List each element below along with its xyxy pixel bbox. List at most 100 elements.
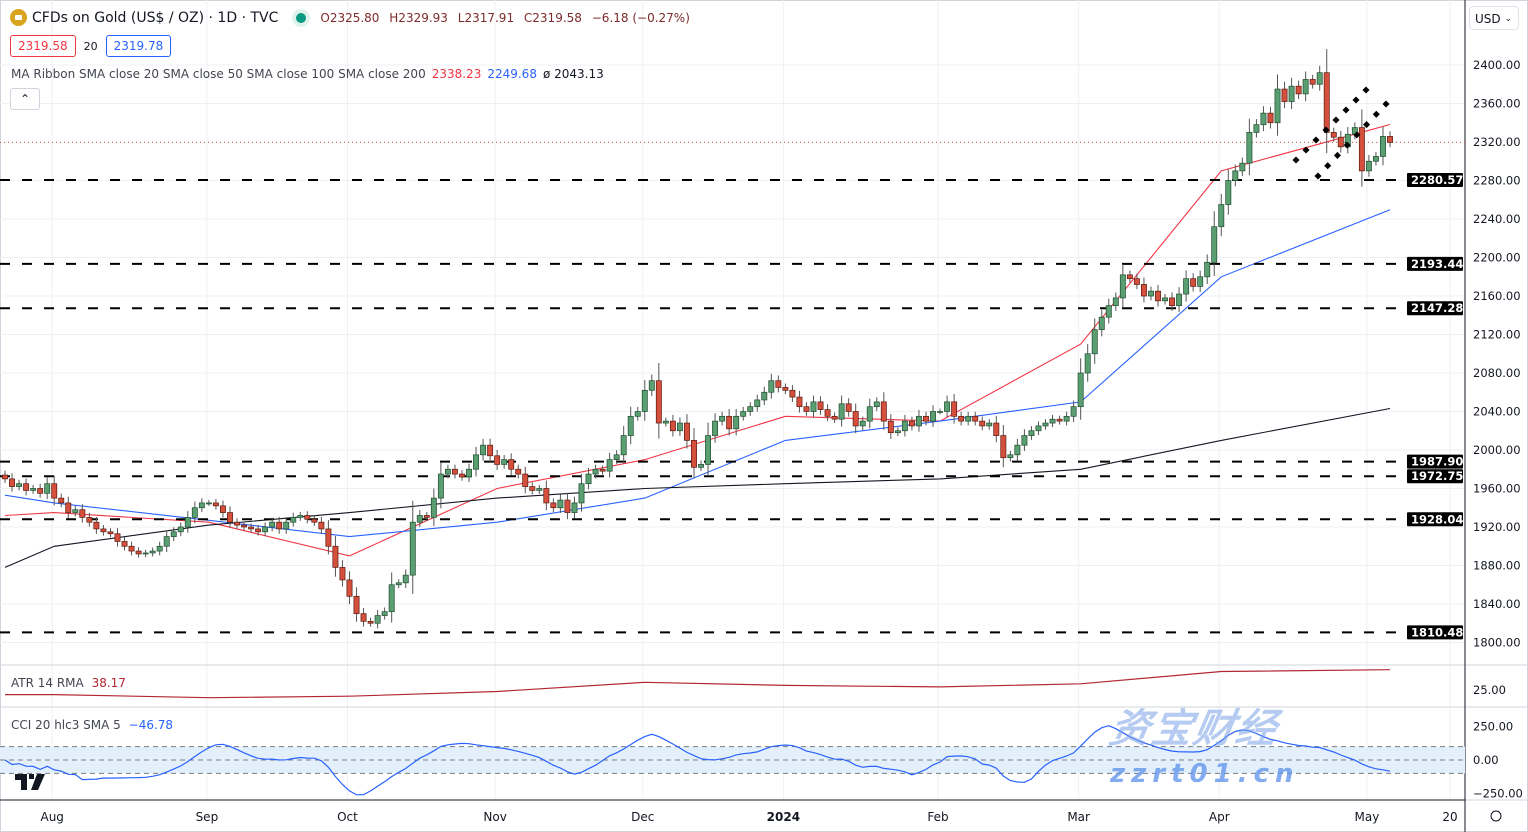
candle-body: [107, 531, 114, 535]
currency-select[interactable]: USD ⌄: [1469, 6, 1519, 30]
candle-body: [691, 440, 697, 468]
candle-body: [1169, 297, 1176, 306]
candle-body: [170, 531, 177, 537]
candle: [93, 516, 100, 534]
candle: [1267, 106, 1274, 129]
candle: [107, 528, 114, 538]
candle: [1183, 270, 1190, 302]
candle: [184, 511, 191, 533]
candle-body: [1000, 435, 1007, 459]
candle: [740, 406, 747, 421]
level-price-label: 1928.04: [1411, 512, 1463, 526]
candle-body: [965, 415, 972, 422]
candle: [276, 516, 283, 534]
candle: [1281, 81, 1288, 109]
candle: [761, 386, 768, 406]
candle-body: [367, 620, 374, 624]
candle-body: [810, 401, 817, 412]
cci-legend[interactable]: CCI 20 hlc3 SMA 5 −46.78: [11, 718, 173, 732]
candle-body: [114, 533, 121, 542]
candle-body: [156, 545, 163, 552]
candle-body: [1183, 278, 1190, 295]
cci-tick-label: −250.00: [1473, 787, 1523, 801]
candle-body: [887, 420, 894, 434]
candle-body: [1267, 112, 1274, 124]
candle: [1372, 151, 1379, 166]
candle: [1098, 309, 1105, 337]
candle: [1042, 419, 1049, 430]
candle: [1133, 273, 1140, 290]
candle: [430, 488, 437, 527]
ma-label: MA Ribbon SMA close 20 SMA close 50 SMA …: [11, 67, 426, 81]
candle-body: [698, 464, 704, 468]
level-price-label: 2193.44: [1411, 257, 1463, 271]
cci-label: CCI 20 hlc3 SMA 5: [11, 718, 121, 732]
candle-body: [529, 486, 536, 491]
candle-body: [993, 422, 1000, 436]
candle: [487, 438, 494, 462]
candle: [1380, 126, 1386, 166]
candle-body: [430, 497, 437, 518]
tradingview-logo-icon[interactable]: [15, 774, 45, 790]
candle-body: [515, 468, 522, 475]
candle-body: [1281, 88, 1288, 102]
candle-body: [930, 411, 936, 422]
candle-body: [325, 528, 332, 547]
x-tick-label: 20: [1442, 810, 1457, 824]
candle-body: [796, 396, 803, 408]
candle-body: [487, 444, 494, 457]
candle-body: [606, 459, 613, 472]
candle-body: [1133, 278, 1140, 285]
candle-body: [402, 574, 409, 584]
candle: [1091, 318, 1098, 364]
candle-body: [100, 528, 107, 533]
pattern-marker: [1302, 146, 1310, 154]
pattern-marker: [1382, 100, 1390, 108]
buy-button[interactable]: 2319.78: [105, 35, 172, 57]
candle-body: [1288, 85, 1295, 102]
candle: [1140, 277, 1147, 303]
candle-body: [824, 409, 831, 417]
candle-body: [311, 518, 318, 523]
candle: [304, 511, 311, 524]
candle-body: [986, 422, 993, 427]
candle: [241, 521, 247, 531]
candle-body: [1197, 276, 1204, 287]
candle-body: [923, 415, 929, 422]
chevron-up-icon: ⌃: [19, 92, 31, 106]
candle: [789, 385, 796, 402]
symbol-title[interactable]: CFDs on Gold (US$ / OZ) · 1D · TVC: [32, 9, 279, 26]
sma200-value: ø 2043.13: [542, 67, 604, 81]
candle: [894, 427, 901, 437]
watermark-chinese: 资宝财经: [1105, 706, 1283, 752]
cci-line: [4, 725, 1391, 796]
candle: [908, 416, 915, 431]
candle: [930, 405, 936, 427]
candle: [121, 536, 128, 551]
y-tick-label: 2200.00: [1473, 251, 1521, 265]
ma-line-sma20: [4, 123, 1391, 557]
candle-body: [37, 488, 44, 494]
candle: [1260, 106, 1267, 132]
candle-body: [712, 420, 719, 436]
candle-body: [634, 411, 641, 417]
ma-ribbon-legend[interactable]: MA Ribbon SMA close 20 SMA close 50 SMA …: [11, 67, 604, 81]
candle-body: [191, 507, 198, 518]
candle-body: [740, 411, 747, 417]
candle: [1288, 77, 1295, 110]
y-tick-label: 1800.00: [1473, 636, 1521, 650]
candle-body: [1084, 353, 1091, 374]
candle: [290, 512, 297, 527]
candle: [599, 465, 606, 475]
pattern-marker: [1292, 156, 1300, 164]
candle: [859, 416, 866, 431]
pattern-marker: [1372, 110, 1380, 118]
candle: [522, 466, 529, 494]
candle: [1211, 211, 1218, 276]
candle-body: [684, 422, 690, 441]
collapse-legend-button[interactable]: ⌃: [10, 88, 40, 110]
sell-button[interactable]: 2319.58: [10, 35, 76, 57]
change-value: −6.18 (−0.27%): [591, 10, 690, 25]
atr-legend[interactable]: ATR 14 RMA 38.17: [11, 676, 126, 690]
